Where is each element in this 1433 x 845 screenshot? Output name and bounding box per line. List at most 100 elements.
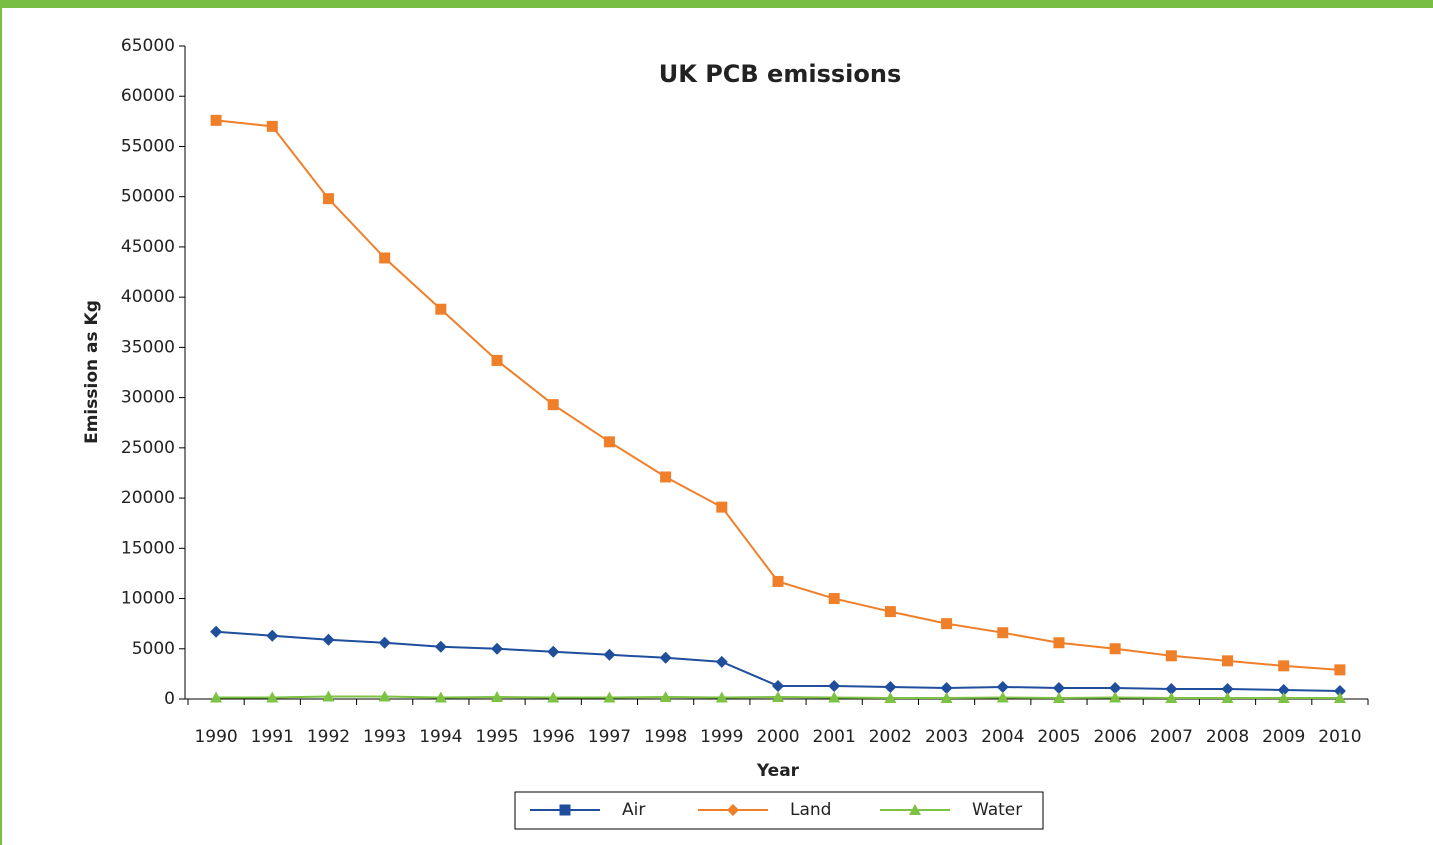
series-line <box>215 119 1340 671</box>
marker <box>884 606 896 618</box>
legend-label: Air <box>622 800 645 820</box>
x-tick-label: 2009 <box>1262 727 1305 747</box>
marker <box>210 691 223 703</box>
marker <box>715 655 728 668</box>
marker <box>1052 691 1065 703</box>
marker <box>266 629 279 642</box>
y-tick-label: 10000 <box>121 589 175 609</box>
marker <box>322 633 335 646</box>
x-tick-label: 2003 <box>925 727 968 747</box>
y-tick-label: 40000 <box>121 287 175 307</box>
marker <box>1333 691 1346 703</box>
y-tick-label: 50000 <box>121 187 175 207</box>
y-tick-label: 45000 <box>121 237 175 257</box>
marker <box>1277 683 1290 696</box>
x-tick-label: 1992 <box>307 727 350 747</box>
marker <box>1109 681 1122 694</box>
marker <box>491 354 503 366</box>
marker <box>322 690 335 702</box>
y-tick-label: 65000 <box>121 36 175 56</box>
marker <box>378 636 391 649</box>
marker <box>1334 664 1346 676</box>
marker <box>1165 691 1178 703</box>
marker <box>603 648 616 661</box>
marker <box>772 575 784 587</box>
chart-title: UK PCB emissions <box>659 60 901 88</box>
marker <box>491 690 504 702</box>
marker <box>1221 691 1234 703</box>
x-tick-label: 2005 <box>1037 727 1080 747</box>
marker <box>727 804 739 816</box>
marker <box>1165 650 1177 662</box>
left-border <box>0 0 2 845</box>
marker <box>547 399 559 411</box>
marker <box>997 627 1009 639</box>
marker <box>940 681 953 694</box>
marker <box>434 691 447 703</box>
marker <box>603 436 615 448</box>
marker <box>434 640 447 653</box>
marker <box>941 618 953 630</box>
marker <box>1222 655 1234 667</box>
marker <box>884 680 897 693</box>
y-tick-label: 35000 <box>121 337 175 357</box>
y-tick-label: 5000 <box>132 639 175 659</box>
marker <box>210 114 222 126</box>
x-tick-label: 2007 <box>1150 727 1193 747</box>
marker <box>828 691 841 703</box>
marker <box>716 501 728 513</box>
legend-label: Water <box>972 800 1022 820</box>
marker <box>1278 660 1290 672</box>
marker <box>940 691 953 703</box>
marker <box>772 679 784 692</box>
x-tick-label: 1997 <box>588 727 631 747</box>
marker <box>884 691 897 703</box>
marker <box>266 691 279 703</box>
marker <box>435 303 447 315</box>
marker <box>1165 682 1178 695</box>
marker <box>603 691 616 703</box>
marker <box>1053 637 1065 649</box>
marker <box>828 593 840 605</box>
x-tick-label: 1990 <box>194 727 237 747</box>
y-tick-label: 0 <box>164 689 175 709</box>
marker <box>909 804 921 815</box>
marker <box>1221 682 1234 695</box>
y-axis-label: Emission as Kg <box>82 300 102 444</box>
marker <box>322 193 334 205</box>
marker <box>1052 681 1065 694</box>
x-tick-label: 2010 <box>1318 727 1361 747</box>
marker <box>210 625 223 638</box>
marker <box>547 645 560 658</box>
x-tick-label: 1995 <box>475 727 518 747</box>
marker <box>378 690 391 702</box>
marker <box>559 804 571 816</box>
marker <box>547 691 560 703</box>
x-axis-label: Year <box>756 761 800 781</box>
x-tick-label: 1998 <box>644 727 687 747</box>
y-tick-label: 55000 <box>121 136 175 156</box>
marker <box>1109 691 1122 703</box>
marker <box>1109 643 1121 655</box>
marker <box>772 690 784 702</box>
y-tick-label: 30000 <box>121 388 175 408</box>
x-tick-label: 2004 <box>981 727 1024 747</box>
x-tick-label: 1993 <box>363 727 406 747</box>
marker <box>659 690 672 702</box>
x-tick-label: 1991 <box>251 727 294 747</box>
y-tick-label: 20000 <box>121 488 175 508</box>
marker <box>660 471 672 483</box>
x-tick-label: 2006 <box>1094 727 1137 747</box>
x-tick-label: 1999 <box>700 727 743 747</box>
marker <box>1277 691 1290 703</box>
legend-label: Land <box>790 800 831 820</box>
marker <box>715 691 728 703</box>
marker <box>996 691 1009 703</box>
x-tick-label: 1994 <box>419 727 462 747</box>
marker <box>379 252 391 264</box>
marker <box>996 680 1009 693</box>
marker <box>491 642 504 655</box>
x-tick-label: 1996 <box>532 727 575 747</box>
